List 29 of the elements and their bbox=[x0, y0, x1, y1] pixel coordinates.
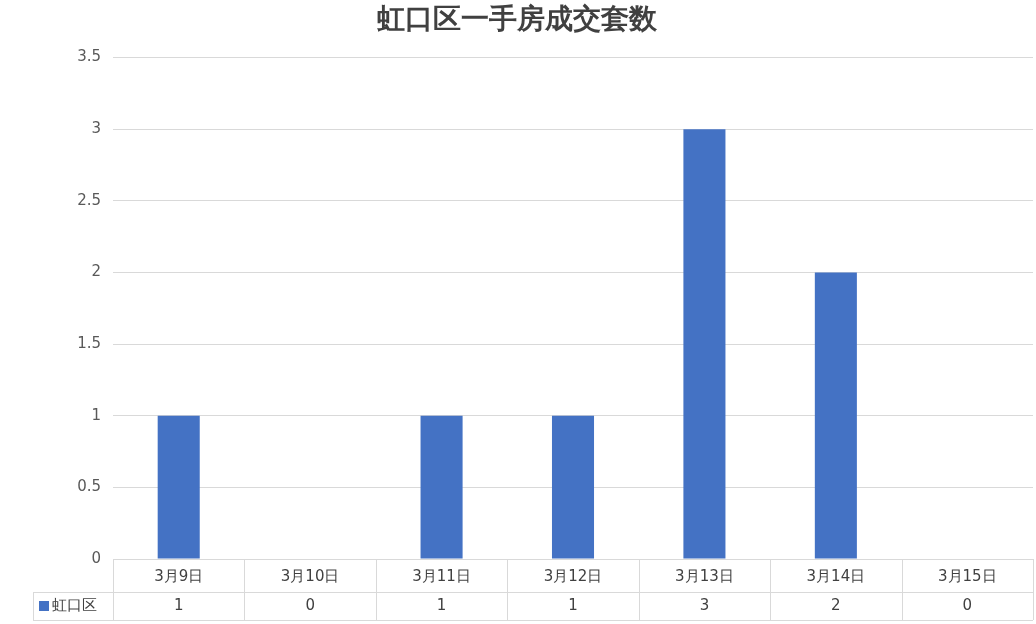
x-tick-label: 3月15日 bbox=[937, 566, 997, 585]
bar bbox=[157, 415, 200, 559]
y-tick-label: 2 bbox=[91, 262, 101, 281]
y-tick-label: 0 bbox=[91, 548, 101, 567]
data-label: 3 bbox=[699, 595, 710, 614]
y-tick-label: 3 bbox=[91, 119, 101, 138]
bar bbox=[420, 415, 463, 559]
y-tick-label: 1 bbox=[91, 405, 101, 424]
x-tick-label: 3月11日 bbox=[412, 566, 471, 585]
data-label: 0 bbox=[962, 595, 973, 614]
x-tick-label: 3月13日 bbox=[675, 566, 734, 585]
data-label: 0 bbox=[305, 595, 315, 614]
data-label: 2 bbox=[831, 595, 841, 614]
y-tick-label: 2.5 bbox=[77, 190, 101, 209]
x-tick-label: 3月12日 bbox=[543, 566, 603, 585]
x-tick-label: 3月14日 bbox=[806, 566, 866, 585]
legend-label: 虹口区 bbox=[52, 595, 97, 614]
chart-title: 虹口区一手房成交套数 bbox=[375, 2, 658, 36]
y-tick-label: 0.5 bbox=[77, 477, 101, 496]
bar bbox=[814, 272, 857, 559]
y-tick-label: 1.5 bbox=[77, 334, 101, 352]
bar bbox=[551, 415, 595, 559]
y-tick-label: 3.5 bbox=[77, 47, 101, 66]
x-tick-label: 3月10日 bbox=[280, 566, 340, 585]
x-tick-label: 3月9日 bbox=[154, 566, 204, 585]
data-label: 1 bbox=[436, 595, 447, 614]
data-label: 1 bbox=[173, 595, 184, 614]
bar bbox=[683, 129, 726, 559]
data-label: 1 bbox=[568, 595, 578, 614]
